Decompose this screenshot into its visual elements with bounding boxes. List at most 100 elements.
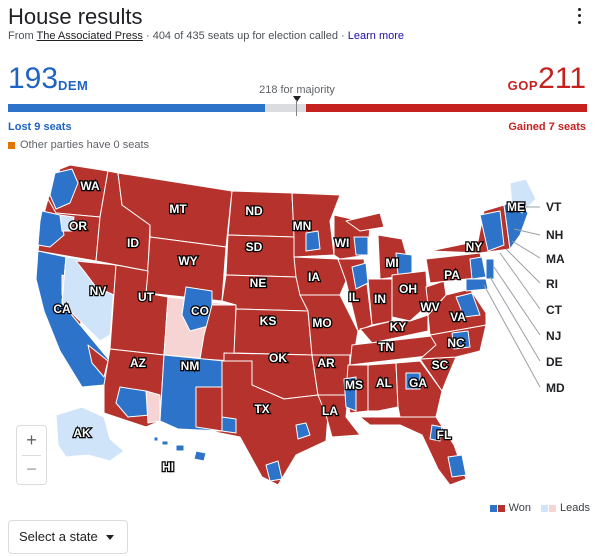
state-NY-dem [479, 210, 505, 252]
zoom-in-button[interactable]: + [26, 430, 37, 450]
chevron-down-icon [106, 535, 114, 540]
state-label-hi: HI [162, 460, 174, 474]
callout-label-ct[interactable]: CT [546, 303, 563, 317]
state-label-ne: NE [250, 276, 267, 290]
state-label-mn: MN [293, 219, 312, 233]
state-WA-dem [49, 168, 79, 210]
state-label-co: CO [191, 304, 209, 318]
gop-seat-count: 211 [538, 62, 586, 95]
state-label-wy: WY [178, 254, 197, 268]
state-label-nv: NV [90, 284, 107, 298]
state-CO-dem [181, 286, 213, 332]
majority-line [296, 100, 297, 116]
callout-label-ma[interactable]: MA [546, 252, 565, 266]
state-NV-red [75, 260, 117, 296]
state-PA-dem [469, 256, 487, 280]
state-label-ut: UT [138, 290, 155, 304]
state-label-sd: SD [246, 240, 263, 254]
page-title: House results [8, 4, 143, 29]
state-TX-dem2 [221, 416, 237, 434]
dem-party-label: DEM [58, 78, 89, 93]
state-label-ia: IA [308, 270, 320, 284]
gop-lead-swatch [549, 504, 557, 512]
state-label-wa: WA [80, 179, 100, 193]
callout-label-md[interactable]: MD [546, 381, 565, 395]
state-AL[interactable] [367, 362, 399, 412]
other-parties-text: Other parties have 0 seats [20, 139, 150, 151]
seat-bar-uncalled [264, 104, 307, 112]
state-select[interactable]: Select a state [8, 520, 128, 554]
map-states [35, 164, 537, 486]
state-label-or: OR [69, 219, 87, 233]
state-MN-dem [305, 230, 321, 252]
seat-bar-dem [8, 104, 265, 112]
state-label-wi: WI [335, 236, 350, 250]
state-label-al: AL [376, 376, 392, 390]
state-label-nd: ND [245, 204, 263, 218]
state-AZ-dem [115, 386, 151, 418]
callout-label-ri[interactable]: RI [546, 277, 558, 291]
state-AK[interactable] [55, 406, 125, 462]
other-parties-note: Other parties have 0 seats [8, 139, 149, 151]
state-label-mi: MI [385, 256, 398, 270]
state-TX[interactable] [209, 360, 329, 486]
seat-bar-gop [306, 104, 587, 112]
alaska-hawaii [55, 406, 207, 462]
state-ME[interactable] [509, 178, 537, 214]
state-MI-up [345, 212, 385, 232]
state-label-pa: PA [444, 268, 460, 282]
state-label-nc: NC [447, 336, 465, 350]
other-party-swatch [8, 141, 15, 149]
dem-seat-count: 193 [8, 62, 59, 95]
state-label-oh: OH [399, 282, 417, 296]
state-label-va: VA [450, 310, 466, 324]
dem-won-swatch [489, 504, 497, 512]
state-select-label: Select a state [19, 529, 98, 544]
map-legend: Won Leads [489, 502, 590, 514]
results-map[interactable]: WA OR CA NV ID MT WY UT AZ CO NM ND SD NE KS OK TX MN IA MO… [0, 155, 600, 520]
state-AZ-lead [145, 390, 161, 424]
majority-marker-icon [293, 96, 301, 102]
zoom-out-button[interactable]: − [26, 459, 37, 479]
dem-seat-change: Lost 9 seats [8, 121, 72, 133]
dem-lead-swatch [541, 504, 549, 512]
callout-label-nj[interactable]: NJ [546, 329, 561, 343]
state-OR-lead [59, 214, 75, 232]
state-label-sc: SC [432, 358, 449, 372]
more-vert-icon[interactable] [572, 6, 586, 26]
callout-label-nh[interactable]: NH [546, 228, 563, 242]
state-TX-dem3 [295, 422, 311, 440]
callout-label-de[interactable]: DE [546, 355, 563, 369]
legend-leads-label: Leads [560, 502, 590, 514]
state-label-ca: CA [53, 302, 71, 316]
state-MS-dem [343, 376, 357, 412]
state-label-wv: WV [420, 300, 439, 314]
callout-lines [483, 206, 541, 388]
state-VA-dem [455, 292, 481, 318]
state-HI[interactable] [153, 436, 207, 462]
state-label-ga: GA [409, 376, 427, 390]
state-label-tn: TN [378, 340, 394, 354]
state-label-ks: KS [260, 314, 277, 328]
gop-seat-change: Gained 7 seats [508, 121, 586, 133]
state-label-ak: AK [73, 426, 91, 440]
callout-label-vt[interactable]: VT [546, 200, 562, 214]
state-TX-dem1 [265, 460, 283, 482]
state-OH[interactable] [391, 270, 429, 322]
source-prefix: From [8, 30, 37, 42]
state-label-in: IN [374, 292, 386, 306]
source-link[interactable]: The Associated Press [36, 30, 143, 42]
state-label-ky: KY [390, 320, 407, 334]
state-NC-dem [451, 330, 471, 350]
state-label-id: ID [127, 236, 139, 250]
learn-more-link[interactable]: Learn more [347, 30, 405, 42]
zoom-control: + − [16, 425, 47, 485]
gop-party-label: GOP [507, 78, 538, 93]
state-label-il: IL [349, 290, 360, 304]
state-IA[interactable] [293, 256, 347, 296]
state-GA-dem [405, 372, 421, 390]
state-NM-red [195, 386, 225, 432]
state-label-me: ME [507, 200, 525, 214]
seat-bar [8, 104, 587, 112]
state-label-ms: MS [345, 378, 363, 392]
